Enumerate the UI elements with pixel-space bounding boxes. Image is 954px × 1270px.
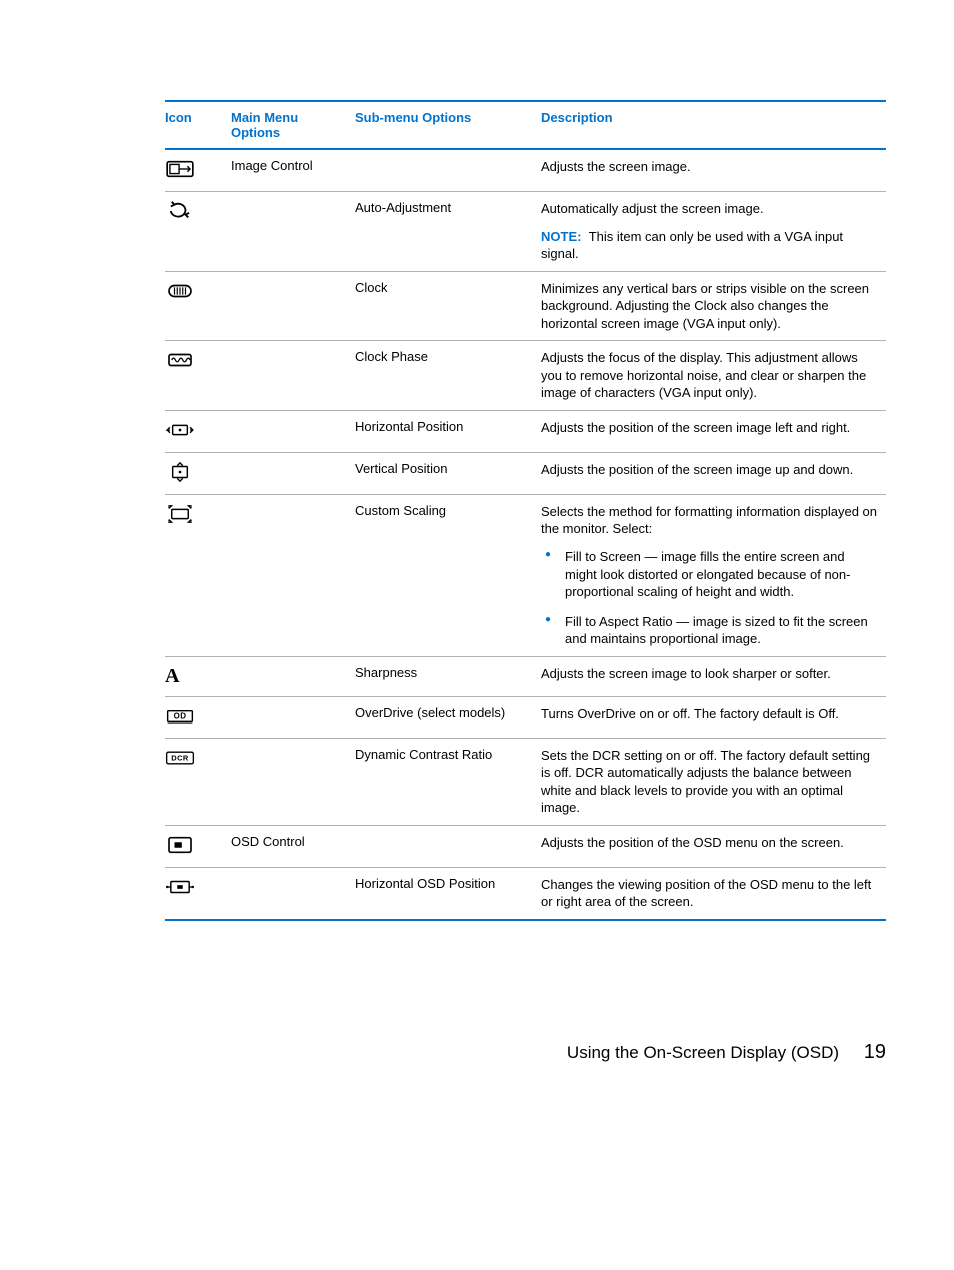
cell-desc: Adjusts the focus of the display. This a… [541, 341, 886, 411]
cell-desc: Adjusts the screen image to look sharper… [541, 656, 886, 696]
cell-sub: OverDrive (select models) [355, 696, 541, 738]
table-row: Clock Minimizes any vertical bars or str… [165, 271, 886, 341]
cell-desc: Turns OverDrive on or off. The factory d… [541, 696, 886, 738]
cell-sub: Clock Phase [355, 341, 541, 411]
table-row: OSD Control Adjusts the position of the … [165, 825, 886, 867]
cell-main [231, 738, 355, 825]
cell-main [231, 410, 355, 452]
footer-text: Using the On-Screen Display (OSD) [567, 1043, 839, 1062]
cell-desc: Changes the viewing position of the OSD … [541, 867, 886, 920]
cell-desc: Adjusts the position of the screen image… [541, 410, 886, 452]
table-row: Clock Phase Adjusts the focus of the dis… [165, 341, 886, 411]
cell-desc: Adjusts the position of the OSD menu on … [541, 825, 886, 867]
note-label: NOTE: [541, 229, 581, 244]
overdrive-icon: OD [165, 696, 231, 738]
osd-control-icon [165, 825, 231, 867]
list-item: Fill to Aspect Ratio — image is sized to… [541, 613, 880, 648]
custom-scaling-icon [165, 494, 231, 656]
sharpness-icon: A [165, 656, 231, 696]
cell-main [231, 656, 355, 696]
dcr-icon: DCR [165, 738, 231, 825]
cell-desc: Adjusts the screen image. [541, 149, 886, 192]
auto-adjust-icon [165, 192, 231, 272]
cell-desc: Minimizes any vertical bars or strips vi… [541, 271, 886, 341]
cell-main [231, 867, 355, 920]
page-footer: Using the On-Screen Display (OSD) 19 [165, 1041, 886, 1064]
table-row: Auto-Adjustment Automatically adjust the… [165, 192, 886, 272]
osd-menu-table: Icon Main Menu Options Sub-menu Options … [165, 100, 886, 921]
cell-sub: Custom Scaling [355, 494, 541, 656]
header-icon: Icon [165, 101, 231, 149]
svg-text:DCR: DCR [171, 753, 189, 762]
table-row: Horizontal Position Adjusts the position… [165, 410, 886, 452]
header-main: Main Menu Options [231, 101, 355, 149]
clock-icon [165, 271, 231, 341]
h-osd-position-icon [165, 867, 231, 920]
cell-sub: Horizontal OSD Position [355, 867, 541, 920]
table-row: DCR Dynamic Contrast Ratio Sets the DCR … [165, 738, 886, 825]
cell-main [231, 494, 355, 656]
image-control-icon [165, 149, 231, 192]
cell-main [231, 271, 355, 341]
table-row: OD OverDrive (select models) Turns OverD… [165, 696, 886, 738]
table-row: Image Control Adjusts the screen image. [165, 149, 886, 192]
page-number: 19 [864, 1041, 886, 1063]
cell-desc: Selects the method for formatting inform… [541, 494, 886, 656]
table-row: Vertical Position Adjusts the position o… [165, 452, 886, 494]
cell-sub: Clock [355, 271, 541, 341]
table-row: A Sharpness Adjusts the screen image to … [165, 656, 886, 696]
clock-phase-icon [165, 341, 231, 411]
cell-sub: Auto-Adjustment [355, 192, 541, 272]
cell-desc: Adjusts the position of the screen image… [541, 452, 886, 494]
v-position-icon [165, 452, 231, 494]
header-desc: Description [541, 101, 886, 149]
table-row: Custom Scaling Selects the method for fo… [165, 494, 886, 656]
cell-sub [355, 825, 541, 867]
cell-sub: Horizontal Position [355, 410, 541, 452]
list-item: Fill to Screen — image fills the entire … [541, 548, 880, 601]
cell-main [231, 452, 355, 494]
cell-sub [355, 149, 541, 192]
document-page: Icon Main Menu Options Sub-menu Options … [0, 0, 954, 1124]
cell-sub: Vertical Position [355, 452, 541, 494]
scaling-options-list: Fill to Screen — image fills the entire … [541, 548, 880, 648]
cell-sub: Dynamic Contrast Ratio [355, 738, 541, 825]
cell-main: OSD Control [231, 825, 355, 867]
cell-desc: Sets the DCR setting on or off. The fact… [541, 738, 886, 825]
cell-main [231, 696, 355, 738]
cell-main [231, 341, 355, 411]
cell-sub: Sharpness [355, 656, 541, 696]
cell-main [231, 192, 355, 272]
header-sub: Sub-menu Options [355, 101, 541, 149]
cell-main: Image Control [231, 149, 355, 192]
cell-desc: Automatically adjust the screen image. N… [541, 192, 886, 272]
table-row: Horizontal OSD Position Changes the view… [165, 867, 886, 920]
h-position-icon [165, 410, 231, 452]
table-header-row: Icon Main Menu Options Sub-menu Options … [165, 101, 886, 149]
svg-text:OD: OD [174, 711, 187, 720]
